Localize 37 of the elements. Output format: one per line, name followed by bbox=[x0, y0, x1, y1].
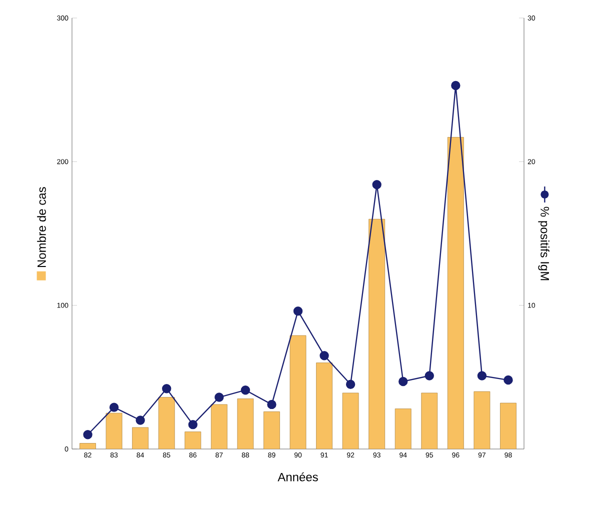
bar bbox=[394, 408, 412, 449]
point bbox=[83, 430, 92, 440]
bar bbox=[447, 137, 464, 449]
bar bbox=[237, 398, 254, 449]
bar bbox=[421, 392, 438, 449]
point bbox=[267, 400, 276, 410]
bar bbox=[106, 412, 122, 449]
bar bbox=[316, 362, 332, 449]
bar bbox=[210, 404, 228, 449]
point bbox=[320, 351, 329, 360]
point bbox=[451, 80, 460, 90]
point bbox=[504, 375, 513, 385]
point bbox=[109, 402, 119, 412]
x-axis-title: Années bbox=[278, 472, 318, 482]
point bbox=[293, 306, 303, 316]
bar bbox=[500, 402, 516, 449]
y2-axis-title: % positifs IgM bbox=[538, 206, 550, 280]
point bbox=[398, 376, 408, 386]
bar bbox=[342, 392, 359, 449]
point bbox=[162, 384, 172, 394]
point bbox=[136, 416, 145, 425]
bar bbox=[80, 443, 96, 449]
point bbox=[188, 420, 198, 430]
point bbox=[372, 180, 382, 190]
point bbox=[424, 371, 434, 380]
y-axis-title: Nombre de cas bbox=[37, 187, 46, 268]
point bbox=[214, 392, 224, 402]
point bbox=[346, 380, 356, 389]
bar bbox=[264, 411, 280, 449]
bar bbox=[290, 335, 306, 449]
bar bbox=[132, 427, 149, 449]
bar bbox=[158, 397, 175, 449]
bar bbox=[368, 218, 386, 449]
point bbox=[240, 385, 250, 395]
point bbox=[477, 371, 487, 380]
bar bbox=[184, 432, 202, 449]
bar bbox=[474, 391, 490, 449]
